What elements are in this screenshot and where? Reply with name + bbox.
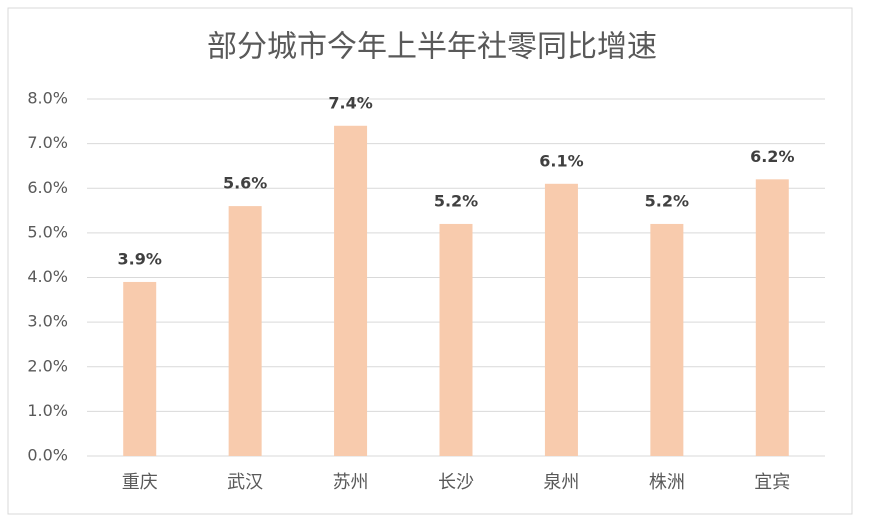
value-label: 6.2% (750, 147, 794, 166)
value-label: 5.2% (434, 191, 478, 210)
value-label: 6.1% (539, 151, 583, 170)
y-tick-label: 4.0% (27, 267, 68, 286)
value-label: 3.9% (118, 249, 162, 268)
bar (439, 223, 473, 456)
x-tick-label: 宜宾 (754, 472, 790, 493)
bar (334, 125, 368, 457)
value-label: 5.2% (645, 191, 689, 210)
x-tick-label: 长沙 (438, 472, 474, 493)
y-tick-label: 5.0% (27, 222, 68, 241)
x-tick-label: 重庆 (122, 472, 158, 493)
y-tick-label: 1.0% (27, 401, 68, 420)
x-tick-label: 武汉 (227, 472, 263, 493)
y-tick-label: 7.0% (27, 133, 68, 152)
x-tick-label: 泉州 (543, 472, 579, 493)
y-tick-label: 0.0% (27, 446, 68, 465)
y-tick-label: 8.0% (27, 89, 68, 108)
y-tick-label: 6.0% (27, 178, 68, 197)
y-tick-label: 3.0% (27, 312, 68, 331)
bar (123, 281, 157, 456)
bar (228, 206, 262, 456)
bar (544, 183, 578, 456)
y-tick-label: 2.0% (27, 356, 68, 375)
value-label: 7.4% (328, 93, 372, 112)
bar (755, 179, 789, 456)
chart-title: 部分城市今年上半年社零同比增速 (207, 30, 657, 65)
x-tick-label: 株洲 (649, 472, 685, 493)
x-tick-label: 苏州 (333, 472, 369, 493)
bar (650, 223, 684, 456)
value-label: 5.6% (223, 174, 267, 193)
